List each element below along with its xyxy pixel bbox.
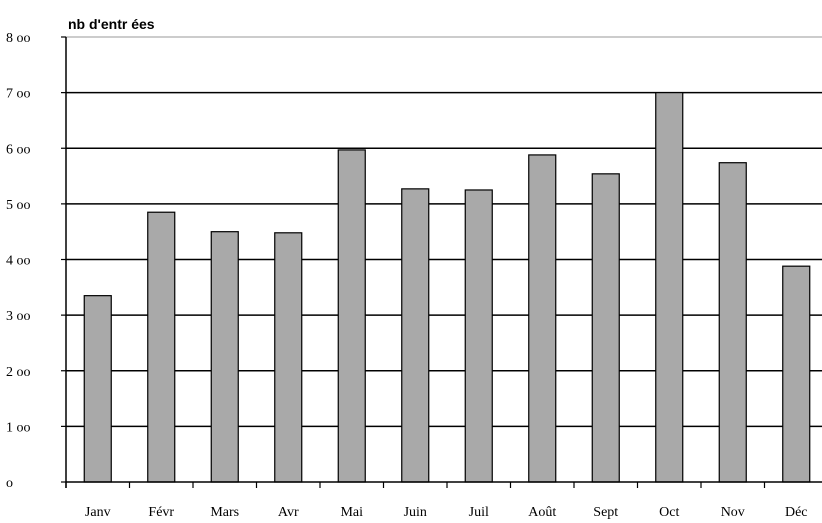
x-tick-label: Déc	[785, 505, 808, 520]
bar-Juil	[464, 189, 493, 483]
y-tick-label: 2 oo	[6, 365, 31, 380]
x-tick-label: Janv	[85, 505, 111, 520]
bar-Févr	[147, 211, 176, 483]
y-tick-label: 1 oo	[6, 420, 31, 435]
bar-Oct	[655, 92, 684, 483]
y-tick-label: 5 oo	[6, 198, 31, 213]
bars	[83, 92, 811, 483]
x-tick-label: Juin	[404, 505, 427, 520]
x-tick-label: Mai	[340, 505, 363, 520]
bar-Avr	[274, 232, 303, 483]
x-tick-label: Sept	[593, 505, 618, 520]
bar-Mars	[210, 231, 239, 483]
bar-Janv	[83, 295, 112, 483]
bar-Juin	[401, 188, 430, 483]
bar-Août	[528, 154, 557, 483]
bar-Déc	[782, 265, 811, 483]
y-tick-labels: o 1 oo 2 oo 3 oo 4 oo 5 oo 6 oo 7 oo 8 oo	[6, 31, 31, 491]
y-tick-label: 3 oo	[6, 309, 31, 324]
bar-Nov	[718, 162, 747, 483]
x-tick-label: Avr	[278, 505, 299, 520]
bar-Sept	[591, 173, 620, 483]
y-axis-label: nb d'entr ées	[68, 16, 155, 32]
y-tick-label: 6 oo	[6, 142, 31, 157]
y-tick-label: 7 oo	[6, 87, 31, 102]
gridlines	[66, 36, 822, 428]
y-tick-label: o	[6, 476, 13, 491]
x-tick-label: Juil	[469, 505, 489, 520]
x-tick-labels: Janv Févr Mars Avr Mai Juin Juil Août Sept Oct Nov…	[85, 505, 808, 520]
x-tick-label: Août	[528, 505, 556, 520]
x-tick-label: Oct	[659, 505, 679, 520]
y-tick-label: 4 oo	[6, 254, 31, 269]
x-tick-label: Févr	[148, 505, 174, 520]
axes	[61, 36, 822, 488]
x-tick-label: Nov	[721, 505, 745, 520]
bar-Mai	[337, 149, 366, 483]
x-tick-label: Mars	[210, 505, 239, 520]
y-tick-label: 8 oo	[6, 31, 31, 46]
